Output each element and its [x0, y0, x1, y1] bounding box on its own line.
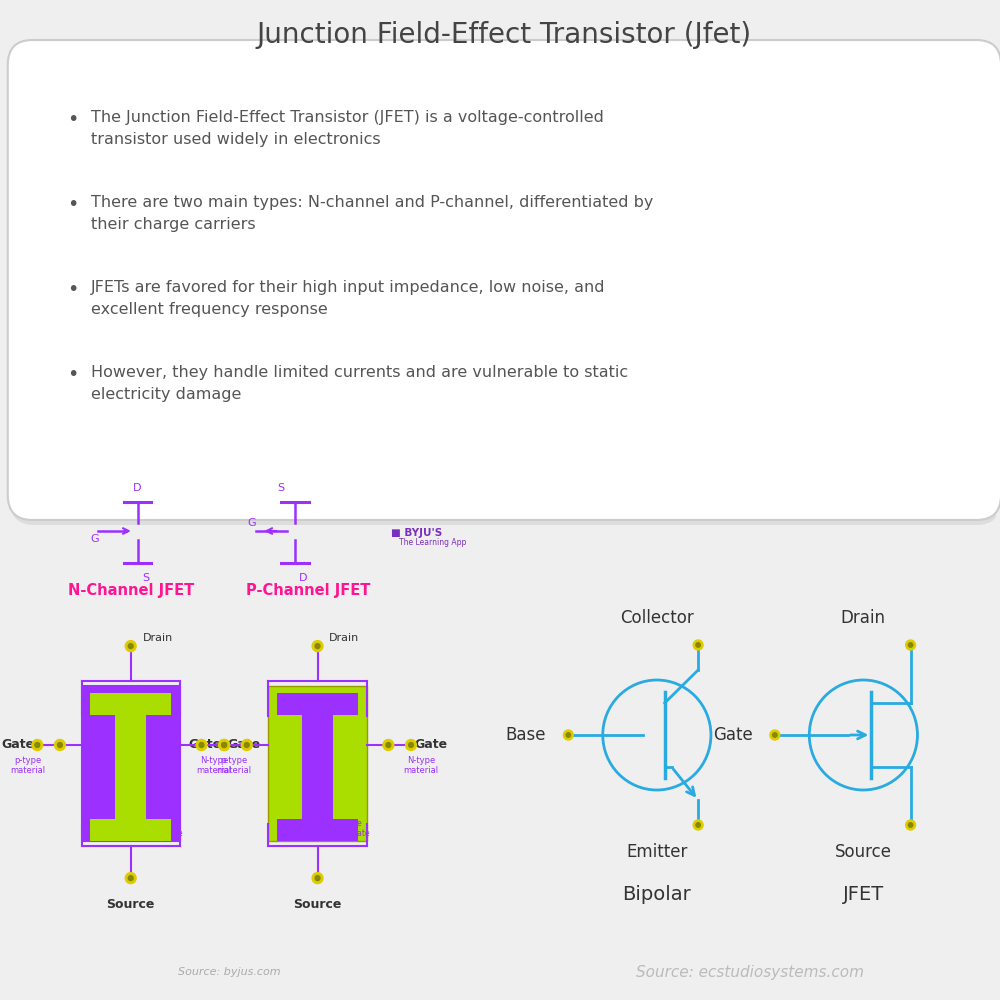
Text: Base: Base [506, 726, 546, 744]
Bar [277, 693, 358, 715]
Text: Gate: Gate [414, 738, 447, 752]
Text: Drain: Drain [143, 633, 173, 643]
Circle shape [54, 740, 65, 750]
Circle shape [386, 743, 391, 747]
Circle shape [696, 823, 700, 827]
Text: Gate: Gate [713, 726, 752, 744]
Text: There are two main types: N-channel and P-channel, differentiated by
their charg: There are two main types: N-channel and … [91, 195, 654, 232]
Circle shape [219, 740, 230, 750]
Text: However, they handle limited currents and are vulnerable to static
electricity d: However, they handle limited currents an… [91, 365, 628, 402]
Text: •: • [67, 195, 78, 214]
Bar [268, 686, 367, 841]
Circle shape [199, 743, 204, 747]
Circle shape [222, 743, 227, 747]
Circle shape [241, 740, 252, 750]
Bar [115, 714, 146, 819]
Circle shape [315, 644, 320, 649]
Text: Junction Field-Effect Transistor (Jfet): Junction Field-Effect Transistor (Jfet) [257, 21, 752, 49]
Circle shape [312, 873, 323, 884]
Circle shape [57, 743, 62, 747]
Text: Gate: Gate [227, 738, 260, 752]
Circle shape [563, 730, 573, 740]
Circle shape [696, 643, 700, 647]
Bar [90, 819, 171, 841]
Text: Source: ecstudiosystems.com: Source: ecstudiosystems.com [636, 964, 864, 980]
Text: Gate: Gate [188, 738, 221, 752]
Circle shape [312, 641, 323, 652]
Text: G: G [247, 518, 256, 528]
Text: Drain: Drain [329, 633, 360, 643]
Bar [302, 714, 333, 819]
Text: S: S [142, 573, 149, 583]
Circle shape [35, 743, 40, 747]
FancyBboxPatch shape [8, 40, 1000, 520]
Text: p-type
material: p-type material [216, 756, 252, 775]
Circle shape [406, 740, 416, 750]
Circle shape [222, 743, 227, 747]
Text: N-Channel JFET: N-Channel JFET [68, 582, 194, 598]
Text: JFETs are favored for their high input impedance, low noise, and
excellent frequ: JFETs are favored for their high input i… [91, 280, 606, 317]
Circle shape [693, 640, 703, 650]
Text: S: S [278, 483, 285, 493]
Text: Source: Source [107, 898, 155, 911]
Text: JFET: JFET [843, 886, 884, 905]
Circle shape [128, 644, 133, 649]
Text: p-type
material: p-type material [10, 756, 45, 775]
Text: •: • [67, 280, 78, 299]
Circle shape [906, 820, 915, 830]
Text: D: D [299, 573, 307, 583]
Bar [82, 686, 180, 841]
Text: N-type
material: N-type material [403, 756, 438, 775]
Text: ■ BYJU'S: ■ BYJU'S [391, 528, 443, 538]
Circle shape [906, 640, 915, 650]
Text: Source: Source [293, 898, 342, 911]
Circle shape [244, 743, 249, 747]
Text: The Learning App: The Learning App [399, 538, 467, 547]
Text: P-Channel JFET: P-Channel JFET [246, 582, 370, 598]
Circle shape [125, 873, 136, 884]
Text: Drain: Drain [841, 609, 886, 627]
Text: Bipolar: Bipolar [622, 886, 691, 905]
Circle shape [32, 740, 43, 750]
Text: p-type
subtrate: p-type subtrate [337, 819, 370, 838]
FancyBboxPatch shape [10, 50, 1000, 525]
Circle shape [693, 820, 703, 830]
Circle shape [383, 740, 394, 750]
Text: G: G [90, 534, 99, 544]
Text: D: D [133, 483, 142, 493]
Text: Gate: Gate [1, 738, 34, 752]
Text: Source: byjus.com: Source: byjus.com [178, 967, 280, 977]
Bar [277, 819, 358, 841]
Text: Source: Source [835, 843, 892, 861]
Circle shape [908, 643, 913, 647]
Circle shape [908, 823, 913, 827]
Text: Collector: Collector [620, 609, 694, 627]
Circle shape [773, 733, 777, 737]
Circle shape [315, 876, 320, 881]
Text: •: • [67, 365, 78, 384]
Circle shape [125, 641, 136, 652]
Bar [90, 693, 171, 715]
Text: The Junction Field-Effect Transistor (JFET) is a voltage-controlled
transistor u: The Junction Field-Effect Transistor (JF… [91, 110, 604, 147]
Circle shape [196, 740, 207, 750]
Text: N-type
subtrate: N-type subtrate [150, 819, 183, 838]
Circle shape [566, 733, 571, 737]
Circle shape [128, 876, 133, 881]
Circle shape [770, 730, 780, 740]
Text: N-type
material: N-type material [197, 756, 232, 775]
Text: Emitter: Emitter [626, 843, 688, 861]
Circle shape [409, 743, 413, 747]
Text: •: • [67, 110, 78, 129]
Circle shape [219, 740, 230, 750]
